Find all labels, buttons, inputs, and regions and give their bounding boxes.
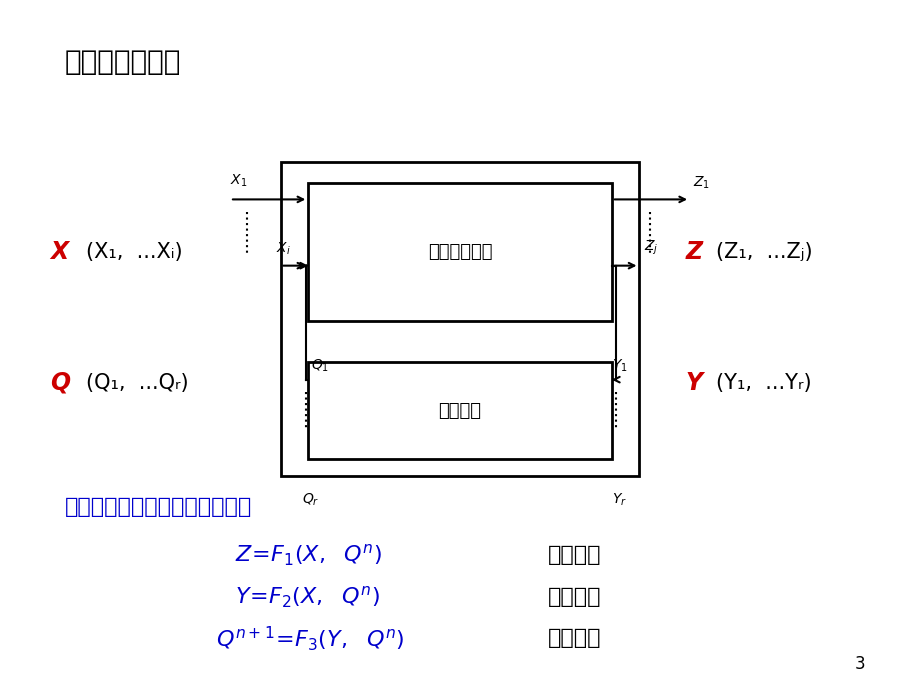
Text: Z: Z [685, 240, 702, 264]
Text: $Q^{n+1}\!=\!F_3(Y,\ \ Q^n)$: $Q^{n+1}\!=\!F_3(Y,\ \ Q^n)$ [216, 624, 404, 653]
Text: $X_1$: $X_1$ [230, 172, 247, 189]
Text: $Z_j$: $Z_j$ [643, 239, 658, 257]
Text: X: X [51, 240, 69, 264]
Text: $Z\!=\!F_1(X,\ \ Q^n)$: $Z\!=\!F_1(X,\ \ Q^n)$ [234, 542, 381, 569]
Text: (Z₁,  ...Zⱼ): (Z₁, ...Zⱼ) [715, 242, 811, 262]
Text: $X_i$: $X_i$ [276, 241, 290, 257]
Text: Y: Y [685, 371, 702, 395]
Text: $Q_1$: $Q_1$ [311, 357, 329, 374]
Text: 组合逻辑电路: 组合逻辑电路 [427, 243, 492, 261]
Text: (X₁,  ...Xᵢ): (X₁, ...Xᵢ) [85, 242, 182, 262]
Text: $Y_r$: $Y_r$ [611, 491, 626, 508]
Text: (Y₁,  ...Yᵣ): (Y₁, ...Yᵣ) [715, 373, 811, 393]
FancyBboxPatch shape [308, 183, 611, 321]
Text: 状态方程: 状态方程 [547, 629, 600, 648]
Text: 输出方程: 输出方程 [547, 546, 600, 565]
Text: (Q₁,  ...Qᵣ): (Q₁, ...Qᵣ) [85, 373, 188, 393]
Text: 各信号之间的逻辑关系方程组：: 各信号之间的逻辑关系方程组： [64, 497, 252, 517]
Text: Q: Q [51, 371, 71, 395]
FancyBboxPatch shape [308, 362, 611, 459]
Text: 3: 3 [854, 655, 865, 673]
FancyBboxPatch shape [280, 162, 639, 476]
Text: $Q_r$: $Q_r$ [301, 491, 319, 508]
Text: 驱动方程: 驱动方程 [547, 587, 600, 607]
Text: $Y\!=\!F_2(X,\ \ Q^n)$: $Y\!=\!F_2(X,\ \ Q^n)$ [234, 584, 380, 610]
Text: 逻辑关系方程：: 逻辑关系方程： [64, 48, 180, 77]
Text: 存储电路: 存储电路 [438, 402, 481, 420]
Text: $Y_1$: $Y_1$ [611, 357, 627, 374]
Text: $Z_1$: $Z_1$ [692, 175, 709, 191]
